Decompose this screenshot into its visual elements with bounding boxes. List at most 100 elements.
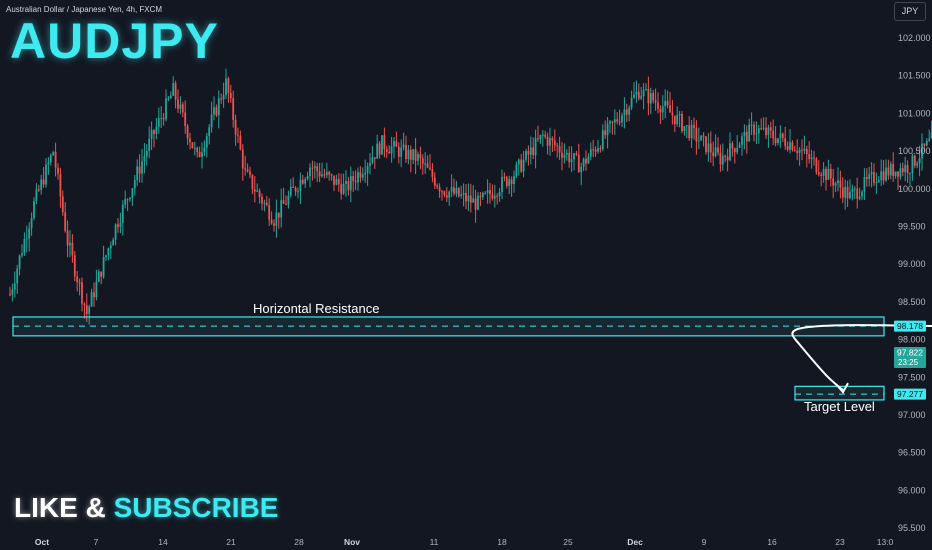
currency-button[interactable]: JPY <box>894 2 926 21</box>
candle-body <box>582 158 585 167</box>
candle-body <box>549 138 551 146</box>
candle-body <box>198 152 201 157</box>
candle-body <box>659 108 662 113</box>
candle-body <box>757 128 760 134</box>
candle-body <box>928 138 931 141</box>
price-label-box <box>894 388 926 400</box>
candle-body <box>251 174 254 190</box>
candle-body <box>359 172 362 178</box>
candle-body <box>604 130 607 136</box>
candle-body <box>373 157 376 159</box>
candle-body <box>378 143 381 155</box>
candle-body <box>801 149 803 151</box>
time-axis[interactable]: Oct 7 14 21 28 Nov 11 18 25 Dec 9 16 23 13:0 <box>35 537 894 547</box>
candle-body <box>685 125 688 127</box>
candle-body <box>431 168 434 178</box>
candle-body <box>705 136 707 153</box>
time-tick-label: 18 <box>497 537 507 547</box>
price-tick-label: 97.000 <box>898 410 926 420</box>
candle-body <box>448 191 451 198</box>
candle-body <box>174 83 177 100</box>
candle-body <box>369 162 371 166</box>
candle-body <box>573 153 575 160</box>
candle-body <box>846 186 849 199</box>
candle-body <box>561 152 563 158</box>
candle-body <box>325 172 328 176</box>
candle-body <box>294 187 297 192</box>
time-tick-label: Nov <box>344 537 360 547</box>
candle-body <box>496 195 499 197</box>
candle-body <box>273 223 275 226</box>
candle-body <box>100 271 103 277</box>
candle-body <box>95 281 98 298</box>
candle-body <box>16 268 19 284</box>
time-tick-label: Dec <box>627 537 643 547</box>
candle-body <box>918 158 921 164</box>
candle-body <box>515 164 518 177</box>
candle-body <box>162 118 165 120</box>
candle-body <box>609 121 611 124</box>
candle-body <box>642 89 645 97</box>
candle-body <box>217 98 220 116</box>
candle-body <box>510 179 513 184</box>
candle-body <box>640 96 643 99</box>
candle-body <box>37 189 40 191</box>
candle-body <box>282 200 285 204</box>
candle-body <box>333 175 335 185</box>
cta-subscribe: SUBSCRIBE <box>113 492 279 523</box>
candlestick-series <box>9 68 932 325</box>
projection-arrow-head <box>835 382 849 394</box>
candle-body <box>383 135 386 150</box>
candle-body <box>405 144 407 159</box>
candle-body <box>59 173 62 197</box>
candle-body <box>241 149 244 169</box>
candle-body <box>676 114 679 125</box>
candle-body <box>301 179 304 184</box>
candle-body <box>342 183 345 194</box>
symbol-description[interactable]: Australian Dollar / Japanese Yen, 4h, FX… <box>6 5 163 14</box>
candle-body <box>215 107 218 116</box>
candle-body <box>793 150 796 152</box>
candle-body <box>299 179 302 192</box>
candle-body <box>717 147 719 153</box>
candle-countdown: 23:25 <box>898 358 919 367</box>
price-label-box <box>894 347 926 369</box>
candle-body <box>33 201 35 219</box>
candle-body <box>210 114 213 128</box>
price-tick-label: 95.500 <box>898 523 926 533</box>
candle-body <box>66 230 69 246</box>
candle-body <box>47 162 50 165</box>
candle-body <box>858 196 861 199</box>
price-tick-label: 101.000 <box>898 108 931 118</box>
candle-body <box>141 161 143 174</box>
candle-body <box>546 136 549 146</box>
candle-body <box>753 124 755 135</box>
candle-body <box>844 186 847 198</box>
candle-body <box>462 193 465 195</box>
candle-body <box>11 289 14 295</box>
candle-body <box>772 130 775 139</box>
candle-body <box>150 130 153 139</box>
price-axis[interactable]: 102.000 101.500 101.000 100.500 100.000 99.50… <box>894 33 931 533</box>
candle-body <box>397 146 400 157</box>
candle-body <box>669 105 671 113</box>
candle-body <box>621 115 623 123</box>
candle-body <box>721 155 724 165</box>
candle-body <box>700 135 703 141</box>
candle-body <box>889 163 892 176</box>
candle-body <box>906 165 909 174</box>
candle-body <box>313 166 316 169</box>
candle-body <box>678 114 681 116</box>
time-tick-label: Oct <box>35 537 49 547</box>
candle-body <box>23 239 26 254</box>
candle-body <box>13 283 16 290</box>
candle-body <box>361 174 364 178</box>
candle-body <box>649 92 652 104</box>
candle-body <box>371 157 374 163</box>
candle-body <box>28 228 31 239</box>
candle-body <box>21 253 23 256</box>
candle-body <box>220 98 223 100</box>
candle-body <box>882 171 885 181</box>
candle-body <box>606 123 609 136</box>
